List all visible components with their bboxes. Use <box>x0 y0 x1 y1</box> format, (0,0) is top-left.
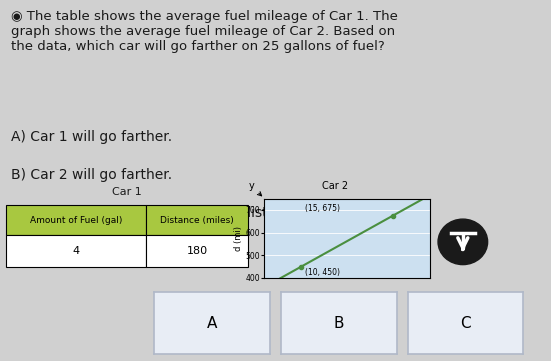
Text: Distance (miles): Distance (miles) <box>160 216 234 225</box>
FancyBboxPatch shape <box>146 205 248 235</box>
Text: Car 1: Car 1 <box>112 187 142 197</box>
Text: B: B <box>333 316 344 331</box>
Text: B) Car 2 will go farther.: B) Car 2 will go farther. <box>11 168 172 182</box>
Circle shape <box>438 219 488 265</box>
Text: Amount of Fuel (gal): Amount of Fuel (gal) <box>30 216 122 225</box>
Text: C) Both cars will travel the same distance.: C) Both cars will travel the same distan… <box>11 205 305 219</box>
Text: Car 2: Car 2 <box>322 180 348 191</box>
FancyBboxPatch shape <box>6 235 146 267</box>
Text: A: A <box>207 316 217 331</box>
Text: y: y <box>249 181 262 196</box>
FancyBboxPatch shape <box>146 235 248 267</box>
Y-axis label: d (mi): d (mi) <box>234 226 243 251</box>
Text: A) Car 1 will go farther.: A) Car 1 will go farther. <box>11 130 172 144</box>
Text: 180: 180 <box>186 246 208 256</box>
Text: (10, 450): (10, 450) <box>305 268 340 277</box>
Text: ◉ The table shows the average fuel mileage of Car 1. The
graph shows the average: ◉ The table shows the average fuel milea… <box>11 10 398 53</box>
Text: (15, 675): (15, 675) <box>305 204 340 213</box>
FancyBboxPatch shape <box>6 205 146 235</box>
Text: 4: 4 <box>72 246 79 256</box>
Text: C: C <box>460 316 471 331</box>
